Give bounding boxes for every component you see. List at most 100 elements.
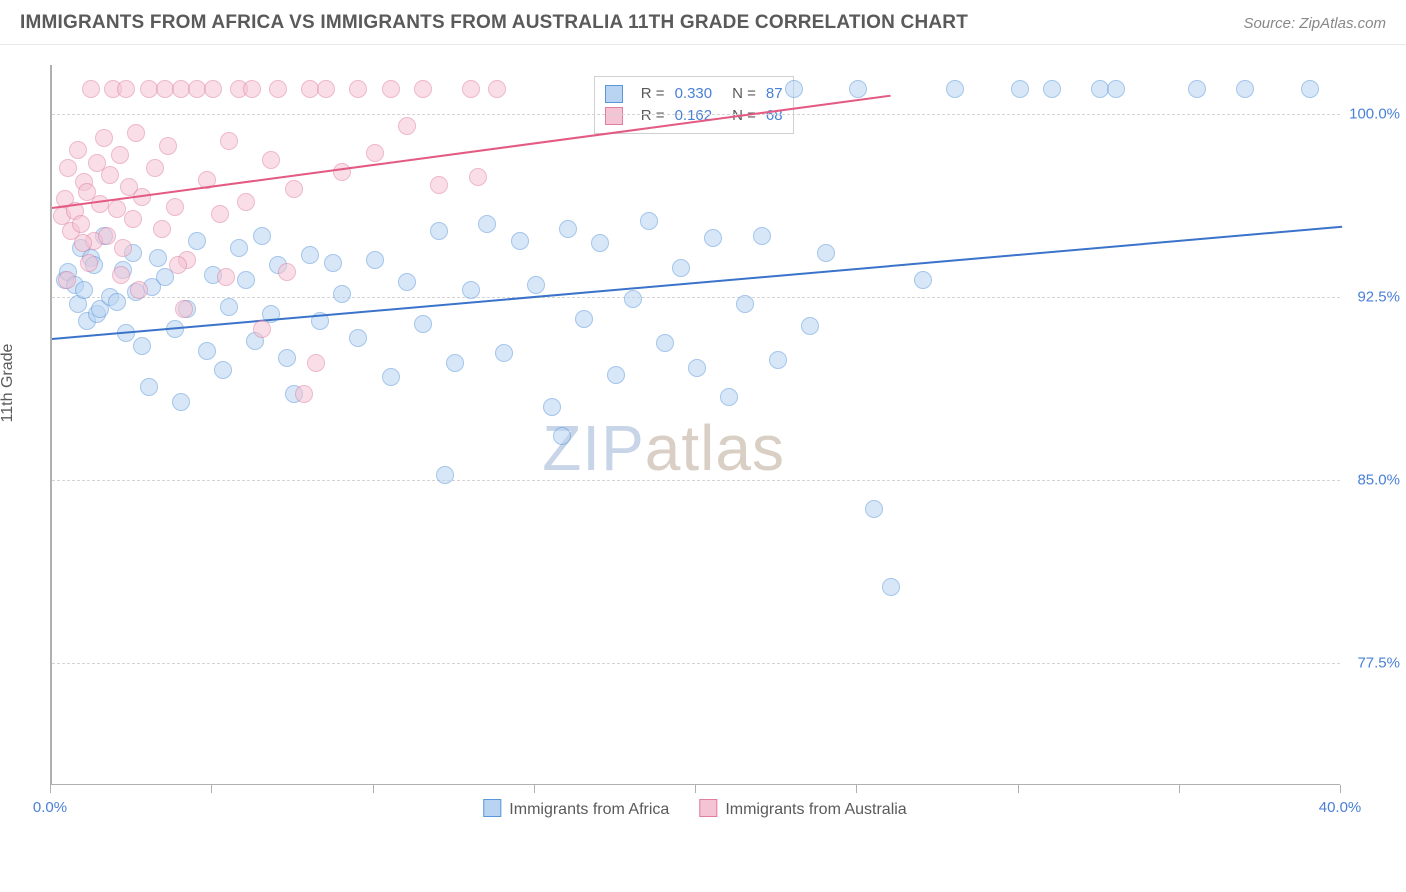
legend-n-value: 87	[766, 85, 783, 102]
data-point	[217, 268, 235, 286]
x-tick-mark	[50, 785, 51, 793]
data-point	[80, 254, 98, 272]
legend-r-label: R =	[641, 107, 665, 124]
x-tick-mark	[373, 785, 374, 793]
gridline	[52, 480, 1340, 481]
data-point	[72, 215, 90, 233]
x-tick-label: 40.0%	[1319, 799, 1362, 816]
data-point	[488, 80, 506, 98]
correlation-legend: R =0.330N =87R =0.162N =68	[594, 76, 794, 134]
data-point	[478, 215, 496, 233]
data-point	[462, 80, 480, 98]
data-point	[111, 146, 129, 164]
data-point	[75, 281, 93, 299]
gridline	[52, 297, 1340, 298]
data-point	[720, 388, 738, 406]
x-tick-label: 0.0%	[33, 799, 67, 816]
data-point	[307, 354, 325, 372]
data-point	[98, 227, 116, 245]
data-point	[736, 295, 754, 313]
legend-swatch	[605, 85, 623, 103]
source-label: Source: ZipAtlas.com	[1243, 15, 1386, 32]
data-point	[414, 315, 432, 333]
y-tick-label: 85.0%	[1357, 471, 1400, 488]
gridline	[52, 663, 1340, 664]
y-tick-label: 77.5%	[1357, 654, 1400, 671]
data-point	[58, 271, 76, 289]
data-point	[214, 361, 232, 379]
legend-label: Immigrants from Africa	[509, 801, 669, 818]
x-tick-mark	[695, 785, 696, 793]
data-point	[543, 398, 561, 416]
data-point	[366, 251, 384, 269]
x-tick-mark	[1018, 785, 1019, 793]
data-point	[849, 80, 867, 98]
data-point	[436, 466, 454, 484]
data-point	[575, 310, 593, 328]
data-point	[253, 227, 271, 245]
x-axis: Immigrants from Africa Immigrants from Au…	[50, 785, 1340, 845]
data-point	[159, 137, 177, 155]
data-point	[127, 124, 145, 142]
legend-row: R =0.330N =87	[605, 83, 783, 105]
watermark-suffix: atlas	[645, 412, 785, 484]
data-point	[204, 80, 222, 98]
x-tick-mark	[534, 785, 535, 793]
series-legend: Immigrants from Africa Immigrants from Au…	[483, 799, 906, 819]
data-point	[220, 132, 238, 150]
data-point	[430, 176, 448, 194]
data-point	[237, 193, 255, 211]
data-point	[382, 80, 400, 98]
data-point	[301, 246, 319, 264]
data-point	[349, 80, 367, 98]
data-point	[333, 163, 351, 181]
data-point	[69, 141, 87, 159]
data-point	[117, 80, 135, 98]
data-point	[140, 378, 158, 396]
data-point	[1107, 80, 1125, 98]
data-point	[82, 80, 100, 98]
legend-item: Immigrants from Australia	[699, 799, 906, 819]
plot-area: ZIPatlas R =0.330N =87R =0.162N =68 77.5…	[50, 65, 1340, 785]
data-point	[672, 259, 690, 277]
data-point	[591, 234, 609, 252]
data-point	[527, 276, 545, 294]
data-point	[753, 227, 771, 245]
data-point	[146, 159, 164, 177]
data-point	[704, 229, 722, 247]
data-point	[153, 220, 171, 238]
data-point	[769, 351, 787, 369]
data-point	[785, 80, 803, 98]
watermark: ZIPatlas	[542, 411, 785, 485]
data-point	[269, 80, 287, 98]
data-point	[114, 239, 132, 257]
data-point	[640, 212, 658, 230]
data-point	[243, 80, 261, 98]
data-point	[495, 344, 513, 362]
data-point	[656, 334, 674, 352]
x-tick-mark	[1340, 785, 1341, 793]
x-tick-mark	[856, 785, 857, 793]
data-point	[317, 80, 335, 98]
data-point	[1188, 80, 1206, 98]
data-point	[511, 232, 529, 250]
data-point	[1011, 80, 1029, 98]
data-point	[253, 320, 271, 338]
data-point	[74, 234, 92, 252]
data-point	[124, 210, 142, 228]
data-point	[166, 198, 184, 216]
data-point	[169, 256, 187, 274]
data-point	[914, 271, 932, 289]
data-point	[559, 220, 577, 238]
legend-swatch	[483, 799, 501, 817]
data-point	[133, 337, 151, 355]
data-point	[188, 232, 206, 250]
data-point	[469, 168, 487, 186]
data-point	[366, 144, 384, 162]
legend-n-label: N =	[732, 85, 756, 102]
data-point	[101, 166, 119, 184]
data-point	[817, 244, 835, 262]
x-tick-mark	[1179, 785, 1180, 793]
chart-container: 11th Grade ZIPatlas R =0.330N =87R =0.16…	[0, 45, 1406, 845]
data-point	[295, 385, 313, 403]
